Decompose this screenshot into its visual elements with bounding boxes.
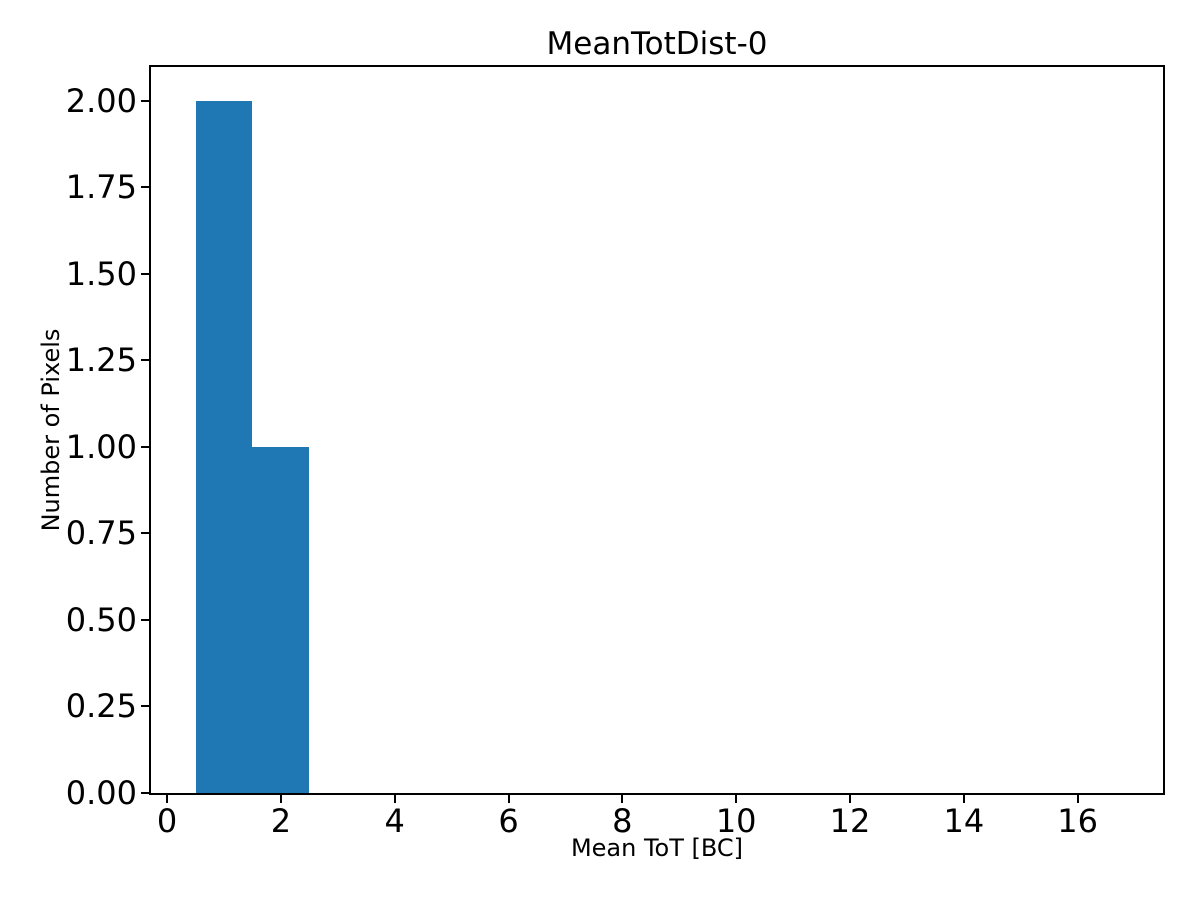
x-tick-mark <box>621 795 624 803</box>
x-tick-label: 2 <box>270 802 292 840</box>
x-tick-label: 12 <box>829 802 871 840</box>
y-tick-mark <box>141 445 149 448</box>
y-tick-mark <box>141 99 149 102</box>
y-tick-mark <box>141 532 149 535</box>
y-tick-mark <box>141 618 149 621</box>
y-tick-mark <box>141 359 149 362</box>
y-tick-label: 0.75 <box>65 514 137 553</box>
y-tick-label: 1.50 <box>65 254 137 293</box>
x-tick-mark <box>166 795 169 803</box>
x-tick-label: 8 <box>612 802 633 840</box>
x-tick-mark <box>1076 795 1079 803</box>
y-tick-label: 1.25 <box>65 341 137 380</box>
y-tick-mark <box>141 792 149 794</box>
x-tick-label: 4 <box>384 802 405 840</box>
y-tick-label: 2.00 <box>65 81 137 120</box>
x-tick-label: 0 <box>156 802 178 840</box>
y-tick-label: 0.50 <box>65 600 137 639</box>
y-tick-label: 0.25 <box>65 687 137 726</box>
y-tick-mark <box>141 186 149 189</box>
x-tick-label: 10 <box>715 802 757 840</box>
y-tick-label: 0.00 <box>65 774 137 812</box>
x-tick-mark <box>279 795 282 803</box>
x-tick-label: 16 <box>1057 802 1098 840</box>
x-tick-mark <box>507 795 510 803</box>
y-tick-label: 1.00 <box>65 427 137 466</box>
histogram-bar <box>252 446 310 793</box>
x-tick-label: 14 <box>943 802 985 840</box>
y-tick-mark <box>141 705 149 708</box>
x-tick-mark <box>735 795 738 803</box>
x-axis-label: Mean ToT [BC] <box>570 834 744 862</box>
x-tick-mark <box>848 795 851 803</box>
x-tick-mark <box>962 795 965 803</box>
x-tick-label: 6 <box>498 802 519 840</box>
x-tick-mark <box>393 795 396 803</box>
y-axis-label: Number of Pixels <box>37 328 65 532</box>
y-tick-mark <box>141 272 149 275</box>
histogram-bar <box>195 100 253 793</box>
y-tick-label: 1.75 <box>65 168 137 207</box>
chart-title: MeanTotDist-0 <box>546 26 768 62</box>
